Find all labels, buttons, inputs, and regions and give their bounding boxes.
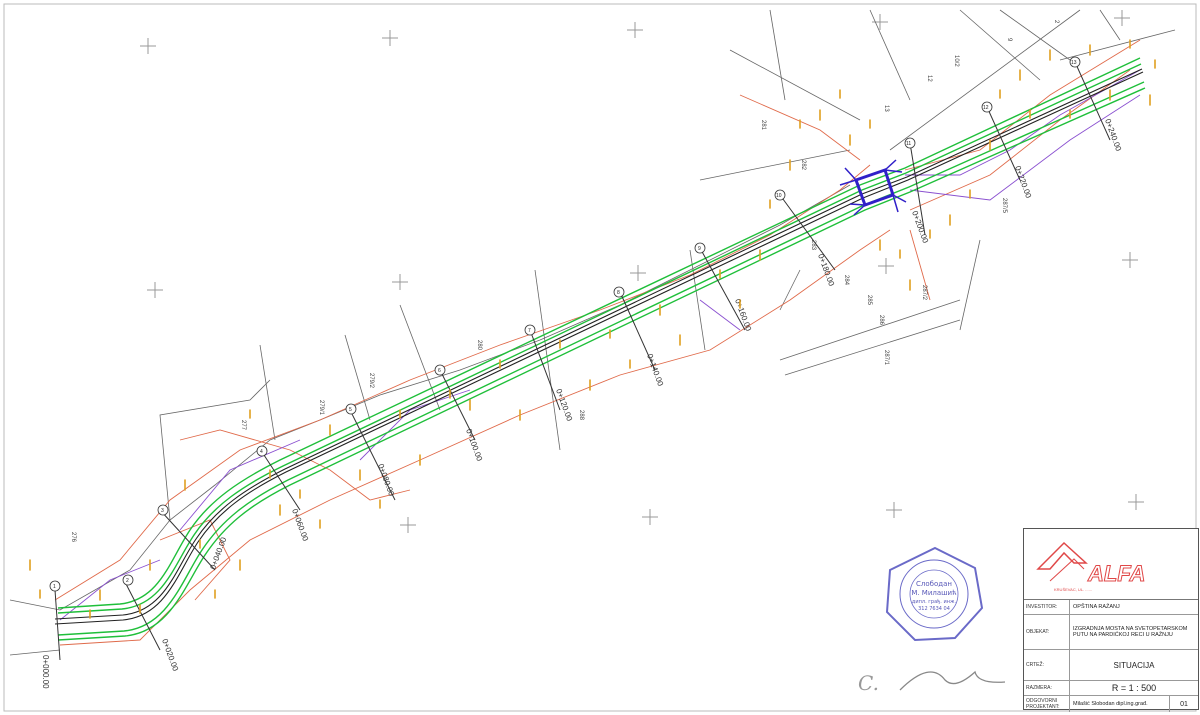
cross-section-lines: [54, 61, 1111, 661]
profile-number: 6: [438, 368, 441, 374]
parcel-number: 279/2: [368, 373, 374, 389]
profile-marker: [345, 403, 357, 415]
parcel-number: 276: [70, 532, 76, 543]
parcel-number: 2: [1053, 20, 1059, 24]
road-axis: [54, 68, 1144, 625]
company-logo: ALFA KRUŠEVAC, UL. ......: [1024, 529, 1198, 600]
profile-marker: [49, 580, 61, 592]
profile-marker: [981, 101, 993, 113]
tb-row-scale: RAZMERA: R = 1 : 500: [1024, 681, 1198, 696]
stamp-line1: Слободан: [916, 580, 952, 588]
profile-marker: [157, 504, 169, 516]
profile-number: 2: [126, 578, 129, 584]
profile-number: 3: [161, 508, 164, 514]
parcel-number: 287/5: [1001, 198, 1007, 214]
profile-number: 8: [617, 290, 620, 296]
profile-marker: [256, 445, 268, 457]
tb-key: RAZMERA:: [1024, 681, 1070, 695]
signature-initial: C.: [858, 671, 879, 695]
stamp-line4: 312 7634 04: [918, 606, 950, 612]
station-label: 0+240.00: [1103, 118, 1123, 153]
parcel-number: 288: [578, 410, 584, 421]
parcel-number: 283: [810, 240, 816, 251]
profile-marker: [613, 286, 625, 298]
profile-number: 10: [776, 193, 782, 199]
tb-row-drawing: CRTEŽ: SITUACIJA: [1024, 650, 1198, 681]
tb-value: R = 1 : 500: [1111, 683, 1157, 693]
parcel-number: 13: [883, 105, 889, 112]
profile-marker: [904, 137, 916, 149]
parcel-number: 281: [760, 120, 766, 131]
profile-number: 4: [260, 449, 263, 455]
parcel-number: 280: [476, 340, 482, 351]
profile-marker: [774, 189, 786, 201]
parcel-number: 10/2: [953, 55, 959, 67]
station-label: 0+020.00: [160, 638, 180, 673]
signature: C.: [858, 670, 1006, 695]
station-label: 0+180.00: [816, 253, 836, 288]
tb-row-designer: ODGOVORNI PROJEKTANT: Milašić Slobodan d…: [1024, 696, 1198, 712]
station-label: 0+080.00: [376, 463, 396, 498]
company-sub: KRUŠEVAC, UL. ......: [1054, 587, 1092, 592]
profile-number: 9: [698, 246, 701, 252]
tb-value: IZGRADNJA MOSTA NA SVETOPETARSKOM PUTU N…: [1073, 626, 1188, 638]
parcel-number: 282: [800, 160, 806, 171]
tb-value: OPŠTINA RAŽANJ: [1073, 604, 1120, 610]
elevation-labels: [29, 39, 1156, 619]
parcel-number: 287/1: [883, 350, 889, 366]
parcel-number: 286: [878, 315, 884, 326]
tb-value: Milašić Slobodan dipl.ing.građ.: [1070, 696, 1170, 712]
parcel-number: 285: [866, 295, 872, 306]
station-label: 0+060.00: [290, 508, 310, 543]
station-label: 0+140.00: [645, 353, 665, 388]
profile-marker: [122, 574, 134, 586]
tb-value: SITUACIJA: [1113, 660, 1155, 670]
profile-marker: [434, 364, 446, 376]
profile-markers: 1 2 3 4 5 6 7 8 9 10 11 12 13: [49, 56, 1081, 592]
profile-number: 12: [983, 105, 989, 111]
station-label: 0+000.00: [41, 655, 50, 689]
tb-row-object: OBJEKAT: IZGRADNJA MOSTA NA SVETOPETARSK…: [1024, 615, 1198, 650]
parcel-number: 284: [843, 275, 849, 286]
official-stamp: Слободан М. Милашић дипл. грађ. инж. 312…: [885, 546, 984, 642]
station-labels: 0+000.00 0+020.00 0+040.00 0+060.00 0+08…: [41, 118, 1123, 690]
parcel-number: 277: [240, 420, 246, 431]
title-block: ALFA KRUŠEVAC, UL. ...... INVESTITOR: OP…: [1023, 528, 1199, 712]
company-name: ALFA: [1087, 561, 1145, 586]
station-label: 0+120.00: [554, 388, 574, 423]
stamp-line2: М. Милашић: [911, 589, 956, 597]
profile-number: 5: [349, 407, 352, 413]
profile-number: 13: [1071, 60, 1077, 66]
grid-crosses: [140, 10, 1144, 533]
tb-key: CRTEŽ:: [1024, 650, 1070, 680]
profile-number: 1: [53, 584, 56, 590]
tb-key: ODGOVORNI PROJEKTANT:: [1024, 696, 1070, 712]
parcel-numbers: 276 277 279/1 279/2 280 281 282 283 284 …: [70, 20, 1059, 543]
bridge-structure: [839, 159, 907, 216]
profile-number: 7: [528, 328, 531, 334]
profile-number: 11: [906, 141, 911, 147]
parcel-number: 287/2: [921, 285, 927, 301]
sheet-border: [3, 3, 1197, 712]
parcel-number: 12: [926, 75, 932, 82]
tb-key: OBJEKAT:: [1024, 615, 1070, 649]
tb-row-investor: INVESTITOR: OPŠTINA RAŽANJ: [1024, 600, 1198, 615]
profile-marker: [1069, 56, 1081, 68]
parcel-number: 279/1: [318, 400, 324, 416]
profile-marker: [694, 242, 706, 254]
road-edges: [57, 57, 1146, 641]
stamp-line3: дипл. грађ. инж.: [912, 598, 957, 605]
sheet-number: 01: [1180, 700, 1188, 708]
parcel-number: 9: [1006, 38, 1012, 42]
profile-marker: [524, 324, 536, 336]
tb-key: INVESTITOR:: [1024, 600, 1070, 614]
